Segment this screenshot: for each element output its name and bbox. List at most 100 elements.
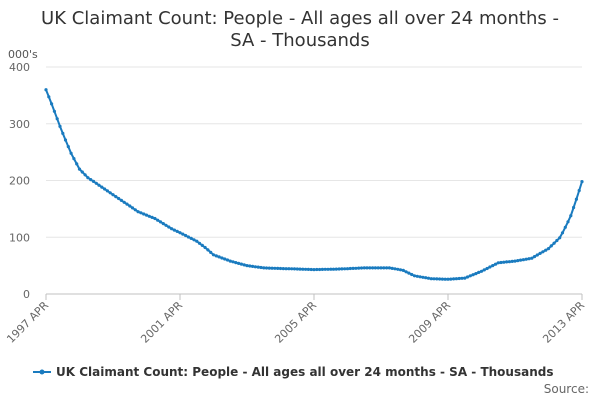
data-point (535, 253, 539, 257)
data-point (485, 266, 489, 271)
data-point (563, 225, 567, 229)
data-point (477, 270, 481, 274)
data-point (549, 244, 553, 248)
data-point (156, 218, 160, 222)
data-point (457, 276, 461, 281)
data-point (505, 260, 509, 264)
data-point (348, 266, 352, 271)
data-point (393, 267, 397, 271)
data-point (298, 267, 302, 271)
data-point (128, 204, 132, 208)
data-point (479, 269, 484, 273)
data-point (507, 260, 511, 264)
data-point (482, 268, 486, 272)
data-point (114, 195, 118, 199)
data-point (304, 267, 308, 271)
data-point (410, 272, 414, 277)
data-point (209, 250, 213, 254)
data-point (273, 266, 277, 270)
data-point (52, 109, 57, 113)
data-point (270, 266, 274, 270)
data-point (527, 257, 531, 261)
data-point (566, 220, 570, 224)
data-point (362, 266, 366, 270)
data-point (189, 236, 193, 240)
data-point (63, 138, 68, 142)
data-point (234, 261, 238, 265)
data-point (214, 254, 218, 258)
data-point (97, 183, 101, 187)
data-point (463, 276, 467, 280)
source-label: Source: (544, 382, 589, 396)
data-point (86, 176, 90, 180)
data-point (245, 264, 249, 268)
data-point (83, 173, 87, 177)
y-axis-unit-label: 000's (8, 48, 38, 61)
data-point (555, 238, 559, 243)
data-point (474, 272, 478, 276)
x-axis-ticks: 1997 APR 2001 APR 2005 APR 2009 APR 2013 APR (4, 294, 587, 346)
data-point (320, 267, 324, 271)
data-point (404, 270, 408, 274)
data-point (398, 268, 403, 272)
gridlines (46, 66, 582, 295)
data-point (521, 258, 526, 262)
y-tick-label: 400 (9, 61, 30, 74)
data-point (354, 266, 358, 270)
data-point (200, 243, 204, 247)
data-point (357, 266, 361, 270)
data-point (295, 267, 299, 271)
y-tick-label: 0 (23, 288, 30, 301)
data-point (359, 266, 364, 270)
data-point (544, 248, 548, 252)
y-axis-ticks: 0 100 200 300 400 (9, 61, 30, 301)
data-point (499, 260, 503, 265)
data-point (396, 267, 400, 271)
x-tick-label: 2005 APR (272, 299, 319, 346)
data-point (496, 261, 500, 265)
data-point (133, 208, 137, 212)
data-point (574, 197, 579, 201)
data-point (203, 245, 207, 250)
data-point (130, 206, 135, 210)
data-point (287, 267, 291, 271)
data-point (89, 178, 93, 182)
data-point (438, 277, 442, 281)
data-point (72, 157, 76, 161)
data-point (365, 266, 369, 270)
legend-label[interactable]: UK Claimant Count: People - All ages all… (56, 365, 553, 379)
data-point (379, 266, 383, 270)
x-tick-label: 1997 APR (4, 299, 51, 346)
data-point (502, 260, 506, 264)
data-point (301, 267, 305, 271)
data-point (184, 233, 188, 238)
data-point (284, 267, 288, 271)
data-point (326, 267, 330, 271)
data-point (418, 275, 422, 279)
data-point (228, 259, 232, 263)
data-point (178, 231, 182, 235)
data-point (167, 225, 171, 229)
data-point (253, 265, 257, 269)
series-layer (44, 88, 584, 281)
data-point (577, 188, 581, 193)
data-point (192, 238, 196, 242)
data-point (371, 266, 375, 270)
data-point (387, 266, 391, 270)
legend-marker-icon (39, 369, 45, 375)
data-point (351, 266, 355, 270)
data-point (290, 267, 294, 271)
data-point (315, 267, 319, 272)
data-point (237, 261, 241, 265)
data-point (426, 276, 431, 280)
data-point (429, 277, 433, 281)
legend[interactable]: UK Claimant Count: People - All ages all… (33, 365, 553, 379)
data-point (345, 267, 350, 271)
data-point (158, 220, 163, 224)
data-point (524, 257, 528, 261)
data-point (446, 277, 450, 281)
data-point (197, 241, 202, 245)
data-point (513, 259, 517, 263)
data-point (552, 241, 556, 245)
data-point (368, 266, 372, 270)
